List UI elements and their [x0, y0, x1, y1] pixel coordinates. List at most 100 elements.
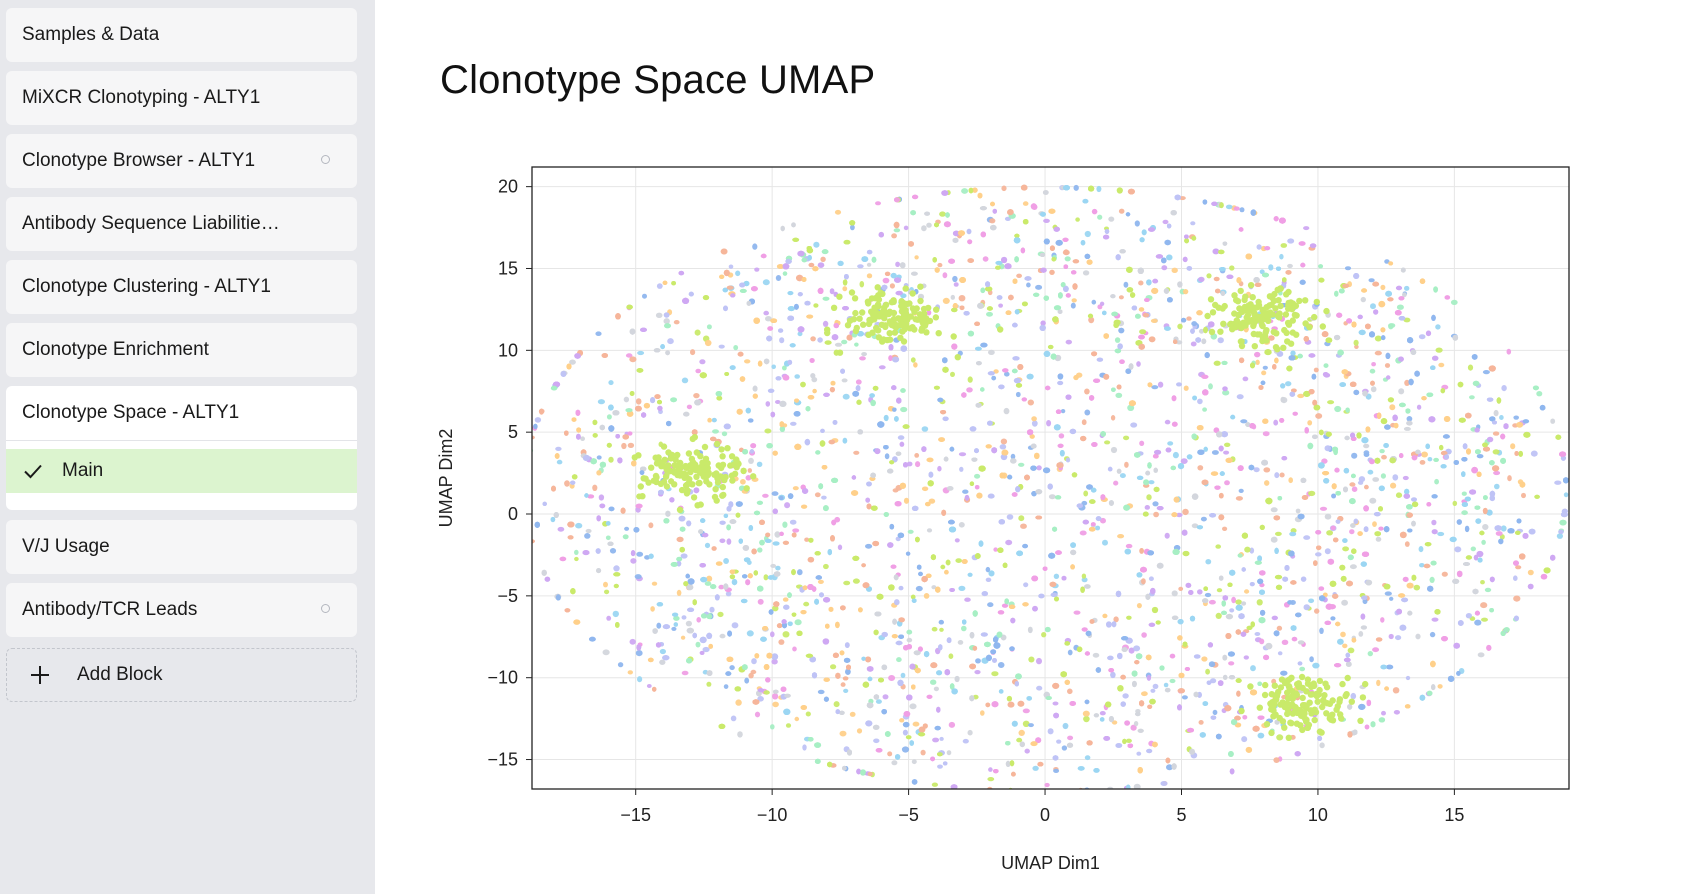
data-point	[1032, 765, 1039, 771]
data-point	[1172, 451, 1179, 459]
data-point	[534, 417, 542, 423]
data-point	[1493, 409, 1499, 417]
data-point	[1398, 296, 1405, 301]
data-point	[991, 447, 998, 454]
sidebar-block[interactable]: Antibody Sequence Liabilitie…	[6, 197, 357, 251]
data-point	[782, 521, 788, 528]
data-point	[1241, 532, 1248, 539]
data-point	[1499, 415, 1504, 420]
sidebar-block[interactable]: Antibody/TCR Leads	[6, 583, 357, 637]
data-point	[911, 271, 918, 276]
data-point	[1481, 539, 1486, 545]
sidebar-block[interactable]: Clonotype Clustering - ALTY1	[6, 260, 357, 314]
data-point	[962, 489, 969, 494]
data-point	[1242, 715, 1248, 720]
data-point	[987, 420, 993, 426]
data-point	[1376, 679, 1381, 687]
data-point	[1034, 452, 1040, 460]
data-point	[702, 646, 710, 653]
data-point	[1030, 741, 1038, 747]
data-point	[866, 503, 872, 510]
data-point	[1245, 422, 1251, 427]
data-point	[1085, 630, 1092, 637]
data-point	[1259, 638, 1265, 645]
data-point	[1474, 610, 1480, 616]
sidebar-block[interactable]: Clonotype Browser - ALTY1	[6, 134, 357, 188]
data-point	[1343, 657, 1351, 663]
data-point	[988, 349, 995, 355]
data-point	[1465, 555, 1472, 560]
sidebar-block-header[interactable]: Clonotype Space - ALTY1	[6, 386, 357, 441]
data-point	[1444, 454, 1449, 460]
data-point	[763, 310, 769, 316]
data-point	[1558, 529, 1564, 535]
data-point	[1425, 443, 1430, 450]
data-point	[1262, 431, 1270, 437]
data-point	[948, 519, 955, 525]
data-point	[629, 328, 636, 335]
data-point	[1243, 655, 1249, 660]
data-point	[735, 270, 741, 277]
data-point	[659, 648, 666, 655]
data-point	[1184, 667, 1190, 671]
data-point	[1465, 613, 1472, 619]
data-point	[1381, 710, 1386, 716]
data-point	[699, 650, 705, 655]
data-point	[753, 570, 758, 576]
data-point	[1156, 562, 1164, 569]
data-point	[1372, 477, 1380, 482]
data-point	[725, 591, 732, 597]
sidebar-block[interactable]: MiXCR Clonotyping - ALTY1	[6, 71, 357, 125]
data-point	[1268, 264, 1274, 271]
data-point	[796, 630, 803, 636]
data-point	[748, 525, 754, 531]
data-point	[1300, 576, 1307, 582]
data-point	[1148, 336, 1156, 343]
sidebar-block[interactable]: Clonotype Enrichment	[6, 323, 357, 377]
data-point	[1410, 349, 1417, 355]
data-point	[1183, 385, 1189, 391]
data-point	[1319, 506, 1328, 511]
data-point	[693, 393, 700, 399]
sidebar-block[interactable]: Samples & Data	[6, 8, 357, 62]
data-point	[1456, 519, 1462, 525]
data-point	[979, 206, 987, 211]
data-point	[933, 385, 940, 390]
data-point	[894, 599, 900, 606]
data-point	[1239, 357, 1245, 364]
data-point	[995, 265, 1001, 270]
data-point	[1197, 465, 1204, 471]
data-point	[676, 589, 682, 597]
data-point	[1337, 638, 1344, 645]
data-point	[900, 406, 908, 413]
data-point	[1457, 620, 1464, 626]
data-point	[1406, 420, 1413, 426]
data-point	[821, 465, 828, 470]
data-point	[706, 681, 712, 687]
data-point	[846, 664, 851, 670]
data-point	[772, 701, 779, 708]
data-point	[1063, 285, 1069, 292]
data-point	[881, 631, 888, 638]
data-point	[564, 608, 571, 613]
data-point	[685, 620, 692, 627]
data-point	[787, 315, 795, 321]
data-point	[986, 306, 993, 311]
data-point	[1534, 494, 1540, 499]
data-point	[1151, 606, 1159, 614]
add-block-button[interactable]: Add Block	[6, 648, 357, 702]
data-point	[1227, 651, 1235, 657]
data-point	[993, 547, 998, 552]
data-point	[1481, 617, 1488, 622]
data-point	[918, 732, 926, 737]
sidebar-block[interactable]: V/J Usage	[6, 520, 357, 574]
data-point	[1208, 661, 1216, 668]
sidebar-subitem-main[interactable]: Main	[6, 449, 357, 493]
check-icon	[24, 464, 42, 479]
data-point	[665, 510, 671, 517]
data-point	[1285, 381, 1292, 387]
data-point	[1250, 362, 1255, 369]
data-point	[1263, 467, 1271, 473]
data-point	[807, 395, 815, 400]
